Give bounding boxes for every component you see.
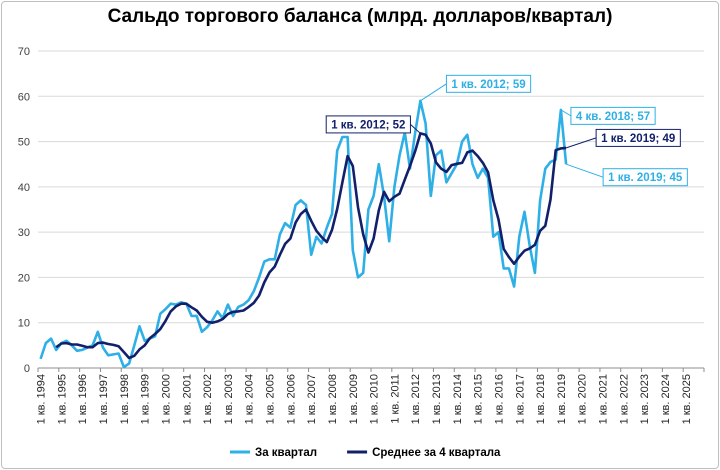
annotations: 1 кв. 2012; 59 1 кв. 2012; 52 4 кв. 2018; … bbox=[325, 74, 688, 187]
x-tick-label: 1 кв. 1997 bbox=[98, 374, 110, 424]
annotation-label: 1 кв. 2012; 52 bbox=[331, 119, 405, 131]
x-axis-ticks: 1 кв. 1994 1 кв. 1995 1 кв. 1996 1 кв. 1997… bbox=[36, 374, 693, 424]
x-tick-label: 1 кв. 2016 bbox=[493, 374, 505, 424]
annotation-box bbox=[325, 115, 411, 134]
x-tick-label: 1 кв. 2015 bbox=[473, 374, 485, 424]
series-line-4q-average bbox=[55, 132, 567, 360]
legend-label: Среднее за 4 квартала bbox=[372, 447, 501, 459]
y-tick-label: 20 bbox=[18, 272, 30, 284]
x-tick-label: 1 кв. 2025 bbox=[681, 374, 693, 424]
x-axis bbox=[37, 367, 705, 372]
x-tick-label: 1 кв. 2012 bbox=[410, 374, 422, 424]
annotation-leader bbox=[420, 83, 447, 102]
y-tick-label: 0 bbox=[24, 363, 30, 375]
x-tick-label: 1 кв. 1999 bbox=[140, 374, 152, 424]
x-tick-label: 1 кв. 2018 bbox=[535, 374, 547, 424]
x-tick-label: 1 кв. 2022 bbox=[618, 374, 630, 424]
annotation-leader bbox=[565, 137, 597, 149]
x-tick-label: 1 кв. 2020 bbox=[577, 374, 589, 424]
annotation-label: 1 кв. 2019; 49 bbox=[601, 133, 675, 145]
chart-title: Сальдо торгового баланса (млрд. долларов… bbox=[107, 6, 613, 27]
x-tick-label: 1 кв. 2001 bbox=[181, 374, 193, 424]
x-tick-label: 1 кв. 2010 bbox=[369, 374, 381, 424]
series-line-quarterly bbox=[39, 99, 568, 369]
y-tick-label: 60 bbox=[18, 91, 30, 103]
annotation-box bbox=[570, 106, 656, 125]
y-tick-label: 10 bbox=[18, 318, 30, 330]
x-tick-label: 1 кв. 2024 bbox=[660, 374, 672, 424]
x-tick-label: 1 кв. 2007 bbox=[306, 374, 318, 424]
x-tick-label: 1 кв. 2004 bbox=[244, 374, 256, 424]
annotation-box bbox=[602, 168, 688, 187]
annotation-leader bbox=[565, 163, 604, 178]
x-tick-label: 1 кв. 2009 bbox=[348, 374, 360, 424]
x-tick-label: 1 кв. 2000 bbox=[160, 374, 172, 424]
x-tick-label: 1 кв. 2023 bbox=[639, 374, 651, 424]
x-tick-label: 1 кв. 2013 bbox=[431, 374, 443, 424]
x-tick-label: 1 кв. 2002 bbox=[202, 374, 214, 424]
x-tick-label: 1 кв. 1996 bbox=[77, 374, 89, 424]
y-tick-label: 50 bbox=[18, 137, 30, 149]
annotation-leader bbox=[560, 109, 572, 117]
series-lines bbox=[39, 99, 568, 369]
x-tick-label: 1 кв. 2011 bbox=[389, 374, 401, 424]
x-tick-label: 1 кв. 2019 bbox=[556, 374, 568, 424]
y-tick-label: 30 bbox=[18, 227, 30, 239]
x-tick-label: 1 кв. 2021 bbox=[598, 374, 610, 424]
legend: За квартал Среднее за 4 квартала bbox=[230, 447, 501, 459]
annotation-label: 4 кв. 2018; 57 bbox=[576, 111, 650, 123]
annotation-box bbox=[595, 128, 681, 147]
x-tick-label: 1 кв. 2005 bbox=[265, 374, 277, 424]
x-tick-label: 1 кв. 1998 bbox=[119, 374, 131, 424]
x-tick-label: 1 кв. 2014 bbox=[452, 374, 464, 424]
x-tick-label: 1 кв. 2008 bbox=[327, 374, 339, 424]
annotation-label: 1 кв. 2019; 45 bbox=[608, 172, 683, 184]
x-tick-label: 1 кв. 1995 bbox=[56, 374, 68, 424]
y-tick-label: 40 bbox=[18, 182, 30, 194]
x-tick-label: 1 кв. 2017 bbox=[514, 374, 526, 424]
y-axis-ticks: 0 10 20 30 40 50 60 70 bbox=[18, 46, 30, 375]
gridlines bbox=[38, 50, 704, 324]
legend-label: За квартал bbox=[255, 447, 317, 459]
annotation-box bbox=[445, 74, 532, 93]
x-tick-label: 1 кв. 2006 bbox=[285, 374, 297, 424]
annotation-leader bbox=[410, 124, 421, 134]
x-tick-label: 1 кв. 2003 bbox=[223, 374, 235, 424]
x-tick-label: 1 кв. 1994 bbox=[36, 374, 48, 424]
y-tick-label: 70 bbox=[18, 46, 30, 58]
annotation-label: 1 кв. 2012; 59 bbox=[451, 79, 525, 91]
